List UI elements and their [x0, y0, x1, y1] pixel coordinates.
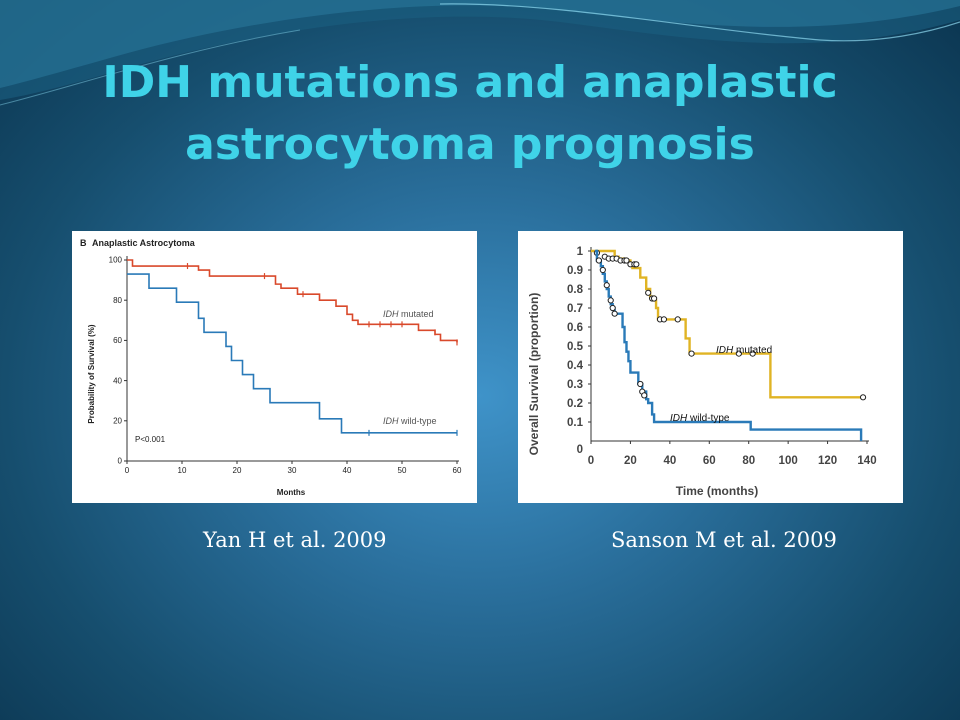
- survival-curve-mutated: [591, 249, 866, 399]
- chart-title: Anaplastic Astrocytoma: [92, 238, 196, 248]
- x-tick-label: 60: [703, 455, 716, 467]
- x-tick-label: 50: [398, 466, 407, 475]
- censor-mark: [603, 282, 610, 289]
- title-line-2: astrocytoma prognosis: [185, 119, 755, 170]
- y-tick-label: 0.9: [567, 265, 583, 277]
- x-tick-label: 0: [588, 455, 594, 467]
- censor-mark: [641, 392, 648, 399]
- x-tick-label: 40: [663, 455, 676, 467]
- label-idh-wild-type: IDH wild-type: [383, 416, 437, 426]
- panel-letter: B: [80, 238, 87, 248]
- y-tick-label: 0.5: [567, 341, 584, 353]
- x-tick-label: 140: [857, 455, 876, 467]
- y-axis-label: Overall Survival (proportion): [527, 293, 541, 456]
- censor-mark: [607, 297, 614, 304]
- survival-curve-mutated: [127, 259, 458, 343]
- censor-mark: [735, 350, 742, 357]
- origin-tick-label: 0: [577, 444, 583, 456]
- x-tick-label: 30: [288, 466, 297, 475]
- x-axis-label: Time (months): [676, 484, 758, 498]
- censor-mark: [749, 350, 756, 357]
- y-axis-label: Probability of Survival (%): [87, 324, 96, 423]
- label-idh-mutated: IDH mutated: [716, 345, 772, 356]
- label-idh-wild-type: IDH wild-type: [670, 413, 730, 424]
- y-tick-label: 60: [113, 336, 122, 345]
- censor-mark: [633, 261, 640, 268]
- censor-mark: [660, 316, 668, 323]
- censor-mark: [611, 310, 618, 317]
- x-tick-label: 20: [624, 455, 637, 467]
- km-plot-sanson-svg: Overall Survival (proportion) Time (mont…: [527, 246, 877, 498]
- x-tick-label: 10: [178, 466, 187, 475]
- wave-decoration: [0, 0, 960, 106]
- label-idh-mutated: IDH mutated: [383, 309, 434, 319]
- km-plot-yan: B Anaplastic Astrocytoma Probability of …: [72, 231, 477, 503]
- y-tick-label: 0: [118, 457, 123, 466]
- censor-mark: [637, 380, 644, 388]
- p-value-annotation: P<0.001: [135, 435, 166, 444]
- y-tick-label: 0.7: [567, 303, 583, 315]
- censor-mark: [650, 295, 658, 302]
- censor-mark: [674, 316, 681, 323]
- survival-curve-wild-type: [127, 273, 457, 434]
- x-tick-label: 120: [818, 455, 837, 467]
- x-tick-label: 40: [343, 466, 352, 475]
- caption-left: Yan H et al. 2009: [203, 528, 387, 552]
- y-tick-label: 0.3: [567, 379, 583, 391]
- censor-mark: [595, 257, 602, 264]
- km-plot-yan-svg: B Anaplastic Astrocytoma Probability of …: [80, 238, 462, 497]
- x-tick-label: 100: [779, 455, 798, 467]
- y-tick-label: 80: [113, 296, 122, 305]
- x-tick-label: 80: [742, 455, 755, 467]
- caption-right: Sanson M et al. 2009: [611, 528, 837, 552]
- y-tick-label: 0.2: [567, 398, 583, 410]
- x-tick-label: 20: [233, 466, 242, 475]
- x-axis-label: Months: [277, 488, 306, 497]
- censor-mark: [859, 394, 867, 401]
- x-tick-label: 0: [125, 466, 130, 475]
- y-tick-label: 100: [109, 256, 123, 265]
- x-tick-label: 60: [453, 466, 462, 475]
- survival-curve-wild-type: [594, 249, 863, 441]
- censor-mark: [645, 289, 652, 296]
- title-line-1: IDH mutations and anaplastic: [102, 57, 838, 108]
- censor-mark: [599, 266, 606, 274]
- censor-mark: [623, 257, 630, 264]
- censor-mark: [688, 350, 695, 357]
- y-tick-label: 0.8: [567, 284, 584, 296]
- y-tick-label: 0.1: [567, 417, 584, 429]
- censor-mark: [609, 304, 616, 312]
- y-tick-label: 1: [577, 246, 584, 258]
- y-tick-label: 40: [113, 376, 122, 385]
- y-tick-label: 0.6: [567, 322, 583, 334]
- km-plot-sanson: Overall Survival (proportion) Time (mont…: [518, 231, 903, 503]
- y-tick-label: 0.4: [567, 360, 584, 372]
- y-tick-label: 20: [113, 416, 122, 425]
- slide-title: IDH mutations and anaplastic astrocytoma…: [60, 52, 880, 176]
